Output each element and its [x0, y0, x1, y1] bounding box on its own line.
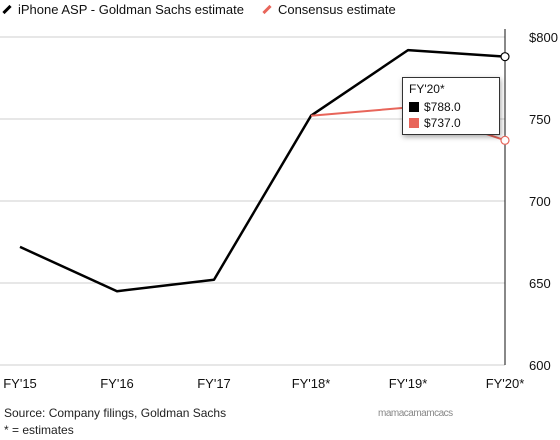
x-tick-label-3: FY'18* [292, 376, 331, 391]
estimates-note: * = estimates [4, 423, 74, 437]
tooltip-row-goldman: $788.0 [409, 100, 493, 114]
legend-item-goldman[interactable]: iPhone ASP - Goldman Sachs estimate [2, 2, 244, 17]
tooltip-value-consensus: $737.0 [424, 116, 461, 130]
source-note: Source: Company filings, Goldman Sachs [4, 406, 227, 420]
x-tick-label-1: FY'16 [100, 376, 134, 391]
x-tick-label-2: FY'17 [197, 376, 231, 391]
y-tick-label-600: 600 [529, 358, 551, 373]
y-tick-label-700: 700 [529, 194, 551, 209]
hover-tooltip: FY'20* $788.0 $737.0 [402, 77, 500, 135]
x-tick-label-0: FY'15 [3, 376, 37, 391]
y-tick-label-750: 750 [529, 112, 551, 127]
tooltip-row-consensus: $737.0 [409, 116, 493, 130]
tooltip-value-goldman: $788.0 [424, 100, 461, 114]
legend-swatch-goldman [2, 4, 12, 14]
hover-point-1 [500, 135, 510, 145]
tooltip-swatch-goldman [409, 102, 419, 112]
legend-swatch-consensus [262, 4, 272, 14]
legend: iPhone ASP - Goldman Sachs estimate Cons… [2, 0, 396, 18]
watermark: mamacamamcacs [378, 408, 453, 419]
y-tick-label-650: 650 [529, 276, 551, 291]
x-tick-label-4: FY'19* [389, 376, 428, 391]
legend-item-consensus[interactable]: Consensus estimate [262, 2, 396, 17]
series-line-0 [19, 48, 506, 293]
legend-label-goldman: iPhone ASP - Goldman Sachs estimate [18, 1, 244, 17]
tooltip-swatch-consensus [409, 118, 419, 128]
tooltip-title: FY'20* [409, 82, 445, 96]
hover-point-0 [500, 52, 510, 62]
y-tick-label-800: $800 [529, 30, 558, 45]
x-tick-label-5: FY'20* [486, 376, 525, 391]
legend-label-consensus: Consensus estimate [277, 1, 396, 17]
